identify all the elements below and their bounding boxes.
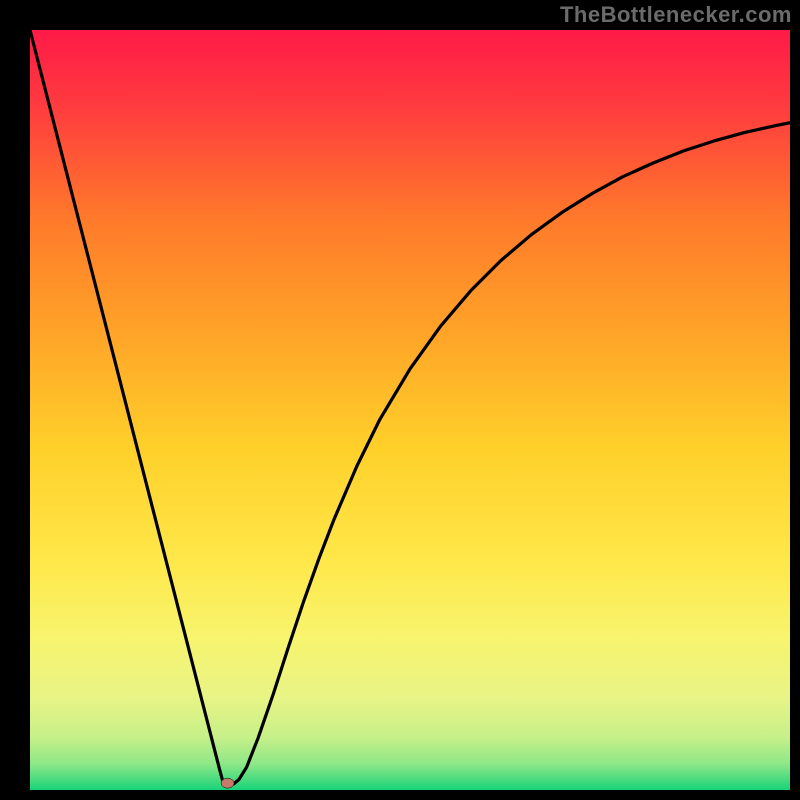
chart-svg [30, 30, 790, 790]
optimum-marker [221, 778, 234, 788]
plot-area [30, 30, 790, 790]
gradient-background [30, 30, 790, 790]
figure-root: TheBottlenecker.com [0, 0, 800, 800]
watermark-text: TheBottlenecker.com [560, 2, 792, 28]
